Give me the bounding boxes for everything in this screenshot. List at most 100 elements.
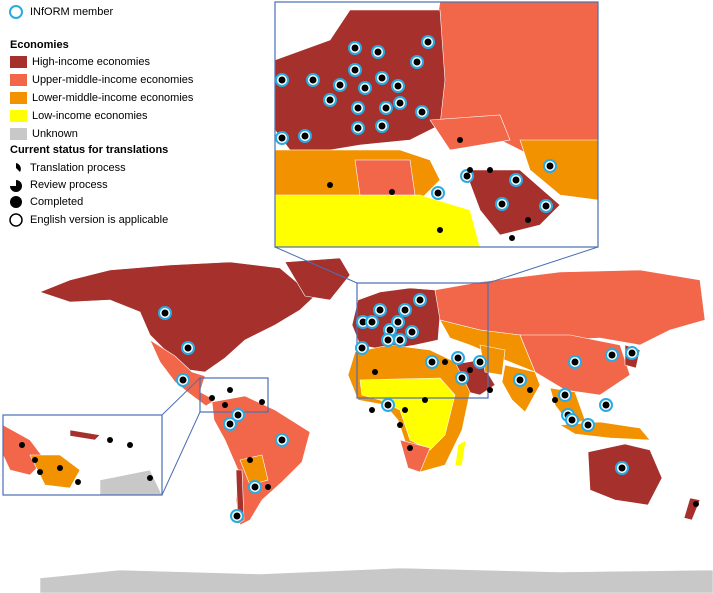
status-dot (401, 306, 409, 314)
inset-frame (2, 414, 163, 496)
status-dot (389, 189, 395, 195)
status-dot (397, 422, 403, 428)
legend-label: Unknown (32, 128, 78, 140)
status-dot (608, 351, 616, 359)
inset-libya (354, 159, 416, 196)
status-dot (336, 81, 344, 89)
legend-heading: Current status for translations (10, 144, 168, 156)
status-dot (437, 227, 443, 233)
legend-swatch (10, 110, 27, 122)
status-dot (428, 358, 436, 366)
status-dot (467, 367, 473, 373)
status-dot (351, 44, 359, 52)
status-dot (382, 104, 390, 112)
status-dot (467, 167, 473, 173)
inset-frame (274, 1, 599, 248)
status-dot (37, 469, 43, 475)
legend-heading: Economies (10, 39, 69, 51)
status-dot (147, 475, 153, 481)
status-dot (351, 66, 359, 74)
status-dot (413, 58, 421, 66)
legend-swatch (10, 74, 27, 86)
status-dot (487, 387, 493, 393)
legend: INfORM member Economies Current status f… (9, 5, 194, 227)
status-dot (584, 421, 592, 429)
status-dot (476, 358, 484, 366)
status-dot (442, 359, 448, 365)
status-dot (361, 84, 369, 92)
inset-cuba (69, 429, 101, 441)
status-dot (227, 387, 233, 393)
status-dot (354, 124, 362, 132)
connector (274, 246, 358, 284)
english-symbol (9, 213, 23, 227)
north-america (39, 261, 331, 373)
legend-swatch (10, 128, 27, 140)
inset-iran (519, 139, 599, 201)
member-symbol (9, 5, 23, 19)
legend-swatch (10, 92, 27, 104)
greenland (284, 257, 351, 301)
connector (487, 246, 599, 284)
status-dot (422, 397, 428, 403)
status-dot (402, 407, 408, 413)
status-dot (278, 76, 286, 84)
status-dot (57, 465, 63, 471)
inset-central-america (29, 454, 81, 489)
status-dot (234, 411, 242, 419)
status-dot (184, 344, 192, 352)
status-dot (251, 483, 259, 491)
legend-label: Completed (30, 196, 83, 208)
legend-label: Upper-middle-income economies (32, 74, 194, 86)
legend-label: Lower-middle-income economies (32, 92, 194, 104)
status-dot (602, 401, 610, 409)
status-dot (226, 420, 234, 428)
bolivia (239, 454, 269, 486)
status-dot (309, 76, 317, 84)
status-dot (416, 296, 424, 304)
status-dot (628, 349, 636, 357)
status-dot (525, 217, 531, 223)
status-dot (378, 122, 386, 130)
status-dot (458, 374, 466, 382)
status-dot (358, 344, 366, 352)
status-dot (378, 74, 386, 82)
status-dot (368, 318, 376, 326)
legend-label: Translation process (30, 162, 126, 174)
status-dot (424, 38, 432, 46)
status-dot (394, 318, 402, 326)
status-dot (418, 108, 426, 116)
status-dot (408, 328, 416, 336)
status-dot (512, 176, 520, 184)
status-dot (386, 326, 394, 334)
status-dot (222, 402, 228, 408)
india (501, 364, 541, 413)
status-dot (407, 445, 413, 451)
legend-label: INfORM member (30, 6, 113, 18)
status-dot (107, 437, 113, 443)
status-dot (463, 172, 471, 180)
status-dot (278, 134, 286, 142)
status-dot (568, 416, 576, 424)
status-dot (571, 358, 579, 366)
mexico (149, 339, 216, 407)
status-dot (179, 376, 187, 384)
status-dot (384, 336, 392, 344)
status-dot (265, 484, 271, 490)
status-dot (434, 189, 442, 197)
australia (587, 443, 663, 506)
status-dot (259, 399, 265, 405)
status-dot (693, 501, 699, 507)
legend-swatch (10, 56, 27, 68)
status-dot (209, 395, 215, 401)
status-dot (247, 457, 253, 463)
status-dot (487, 167, 493, 173)
status-dot (301, 132, 309, 140)
translation-symbol (16, 163, 21, 172)
status-dot (542, 202, 550, 210)
caribbean-inset (2, 414, 163, 496)
madagascar (454, 439, 467, 467)
status-dot (127, 442, 133, 448)
status-dot (32, 457, 38, 463)
europe-box (356, 282, 489, 399)
